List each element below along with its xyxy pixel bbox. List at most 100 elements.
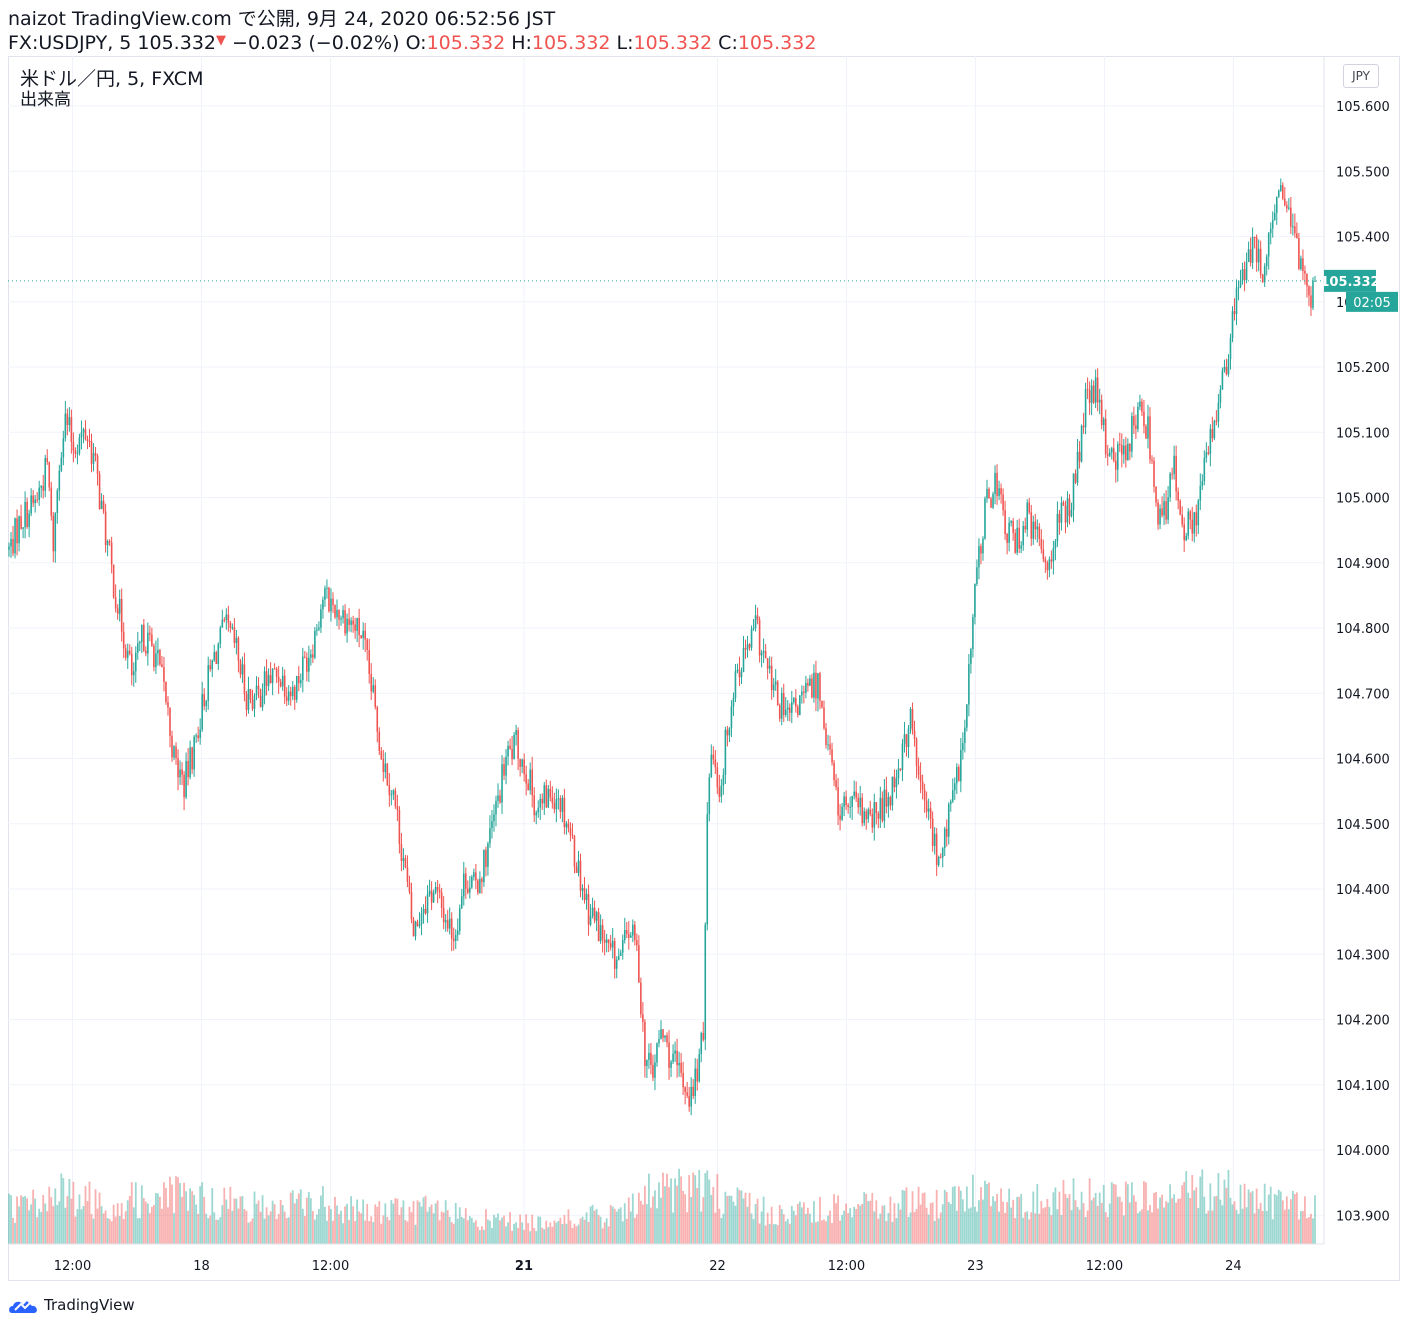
candle-body	[1112, 448, 1115, 461]
candle-body	[782, 693, 785, 715]
x-tick-label: 12:00	[312, 1259, 349, 1274]
candle-body	[1233, 311, 1236, 315]
candle-body	[684, 1087, 686, 1093]
y-tick-label: 105.500	[1336, 165, 1390, 180]
volume-bar	[593, 1210, 596, 1244]
candle-body	[267, 675, 270, 686]
volume-bar	[470, 1217, 473, 1244]
volume-bar	[909, 1212, 912, 1244]
volume-bar	[424, 1195, 427, 1244]
candle-body	[124, 648, 127, 658]
volume-bar	[889, 1196, 892, 1244]
volume-bar	[766, 1212, 769, 1244]
candle-body	[495, 800, 497, 815]
volume-bar	[670, 1178, 672, 1244]
volume-bar	[1042, 1208, 1045, 1244]
countdown-tag-value: 02:05	[1353, 296, 1390, 311]
volume-bar	[1118, 1196, 1121, 1244]
candle-body	[257, 685, 260, 690]
volume-bar	[690, 1196, 693, 1244]
volume-bar	[1032, 1191, 1035, 1244]
volume-bar	[1159, 1197, 1161, 1244]
candle-body	[485, 849, 487, 867]
candle-body	[469, 887, 471, 893]
candle-body	[786, 707, 789, 710]
volume-bar	[919, 1204, 922, 1244]
candle-body	[38, 487, 40, 500]
volume-bar	[1227, 1169, 1230, 1244]
candle-body	[658, 1039, 660, 1044]
volume-bar	[833, 1194, 835, 1244]
candle-body	[50, 487, 53, 516]
volume-bar	[629, 1211, 632, 1244]
candle-body	[289, 691, 292, 697]
candle-body	[1237, 286, 1240, 289]
candle-body	[837, 787, 839, 816]
volume-bar	[716, 1173, 719, 1244]
volume-bar	[1050, 1215, 1053, 1244]
volume-bar	[1185, 1171, 1188, 1244]
volume-bar	[404, 1219, 407, 1244]
volume-bar	[1124, 1181, 1127, 1244]
candle-body	[380, 750, 383, 759]
candle-body	[1004, 510, 1006, 534]
candle-body	[1123, 445, 1125, 455]
currency-badge[interactable]: JPY	[1343, 64, 1379, 88]
volume-bar	[863, 1192, 866, 1244]
y-tick-label: 104.300	[1336, 948, 1390, 963]
volume-bar	[1151, 1212, 1153, 1244]
candle-body	[80, 432, 83, 438]
volume-bar	[466, 1220, 469, 1244]
candle-body	[831, 749, 833, 763]
price-chart[interactable]: 105.600105.500105.400105.300105.200105.1…	[8, 56, 1400, 1281]
tradingview-logo[interactable]: TradingView	[8, 1294, 135, 1316]
candle-body	[1173, 455, 1175, 475]
volume-bar	[450, 1222, 453, 1244]
candle-body	[849, 806, 851, 808]
volume-bar	[40, 1211, 43, 1244]
volume-bar	[26, 1198, 29, 1244]
candle-body	[1191, 519, 1194, 534]
candle-body	[968, 664, 970, 705]
candle-body	[199, 729, 201, 739]
volume-bar	[978, 1200, 980, 1244]
last-price: 105.332	[137, 32, 216, 54]
candle-body	[1205, 452, 1208, 458]
volume-bar	[106, 1218, 109, 1244]
candle-body	[877, 813, 880, 819]
candle-body	[231, 627, 234, 629]
candle-body	[1135, 425, 1137, 430]
volume-bar	[1251, 1191, 1254, 1244]
candle-body	[497, 795, 499, 801]
candle-body	[201, 694, 203, 730]
candle-body	[1084, 389, 1087, 428]
volume-bar	[1088, 1178, 1091, 1244]
candle-body	[1261, 274, 1264, 283]
volume-bar	[996, 1193, 998, 1244]
candle-body	[527, 783, 529, 791]
candle-body	[807, 682, 809, 686]
volume-bar	[945, 1191, 948, 1244]
volume-bar	[464, 1208, 467, 1244]
volume-bar	[362, 1199, 365, 1244]
volume-bar	[161, 1208, 163, 1244]
candle-body	[925, 800, 928, 812]
volume-bar	[1004, 1212, 1006, 1244]
candle-body	[217, 643, 220, 665]
candle-body	[513, 734, 515, 760]
candle-body	[1030, 512, 1033, 539]
candle-body	[239, 660, 242, 675]
chart-frame	[8, 56, 1400, 1281]
candle-body	[10, 538, 12, 547]
volume-bar	[567, 1209, 570, 1244]
volume-bar	[1231, 1204, 1234, 1244]
volume-bar	[672, 1212, 674, 1244]
volume-bar	[700, 1211, 703, 1244]
volume-bar	[173, 1213, 175, 1244]
candle-body	[1086, 389, 1089, 391]
candle-body	[1243, 269, 1246, 280]
candle-body	[595, 912, 598, 921]
candle-body	[1060, 502, 1063, 523]
candle-body	[293, 686, 296, 700]
volume-bar	[309, 1198, 312, 1244]
